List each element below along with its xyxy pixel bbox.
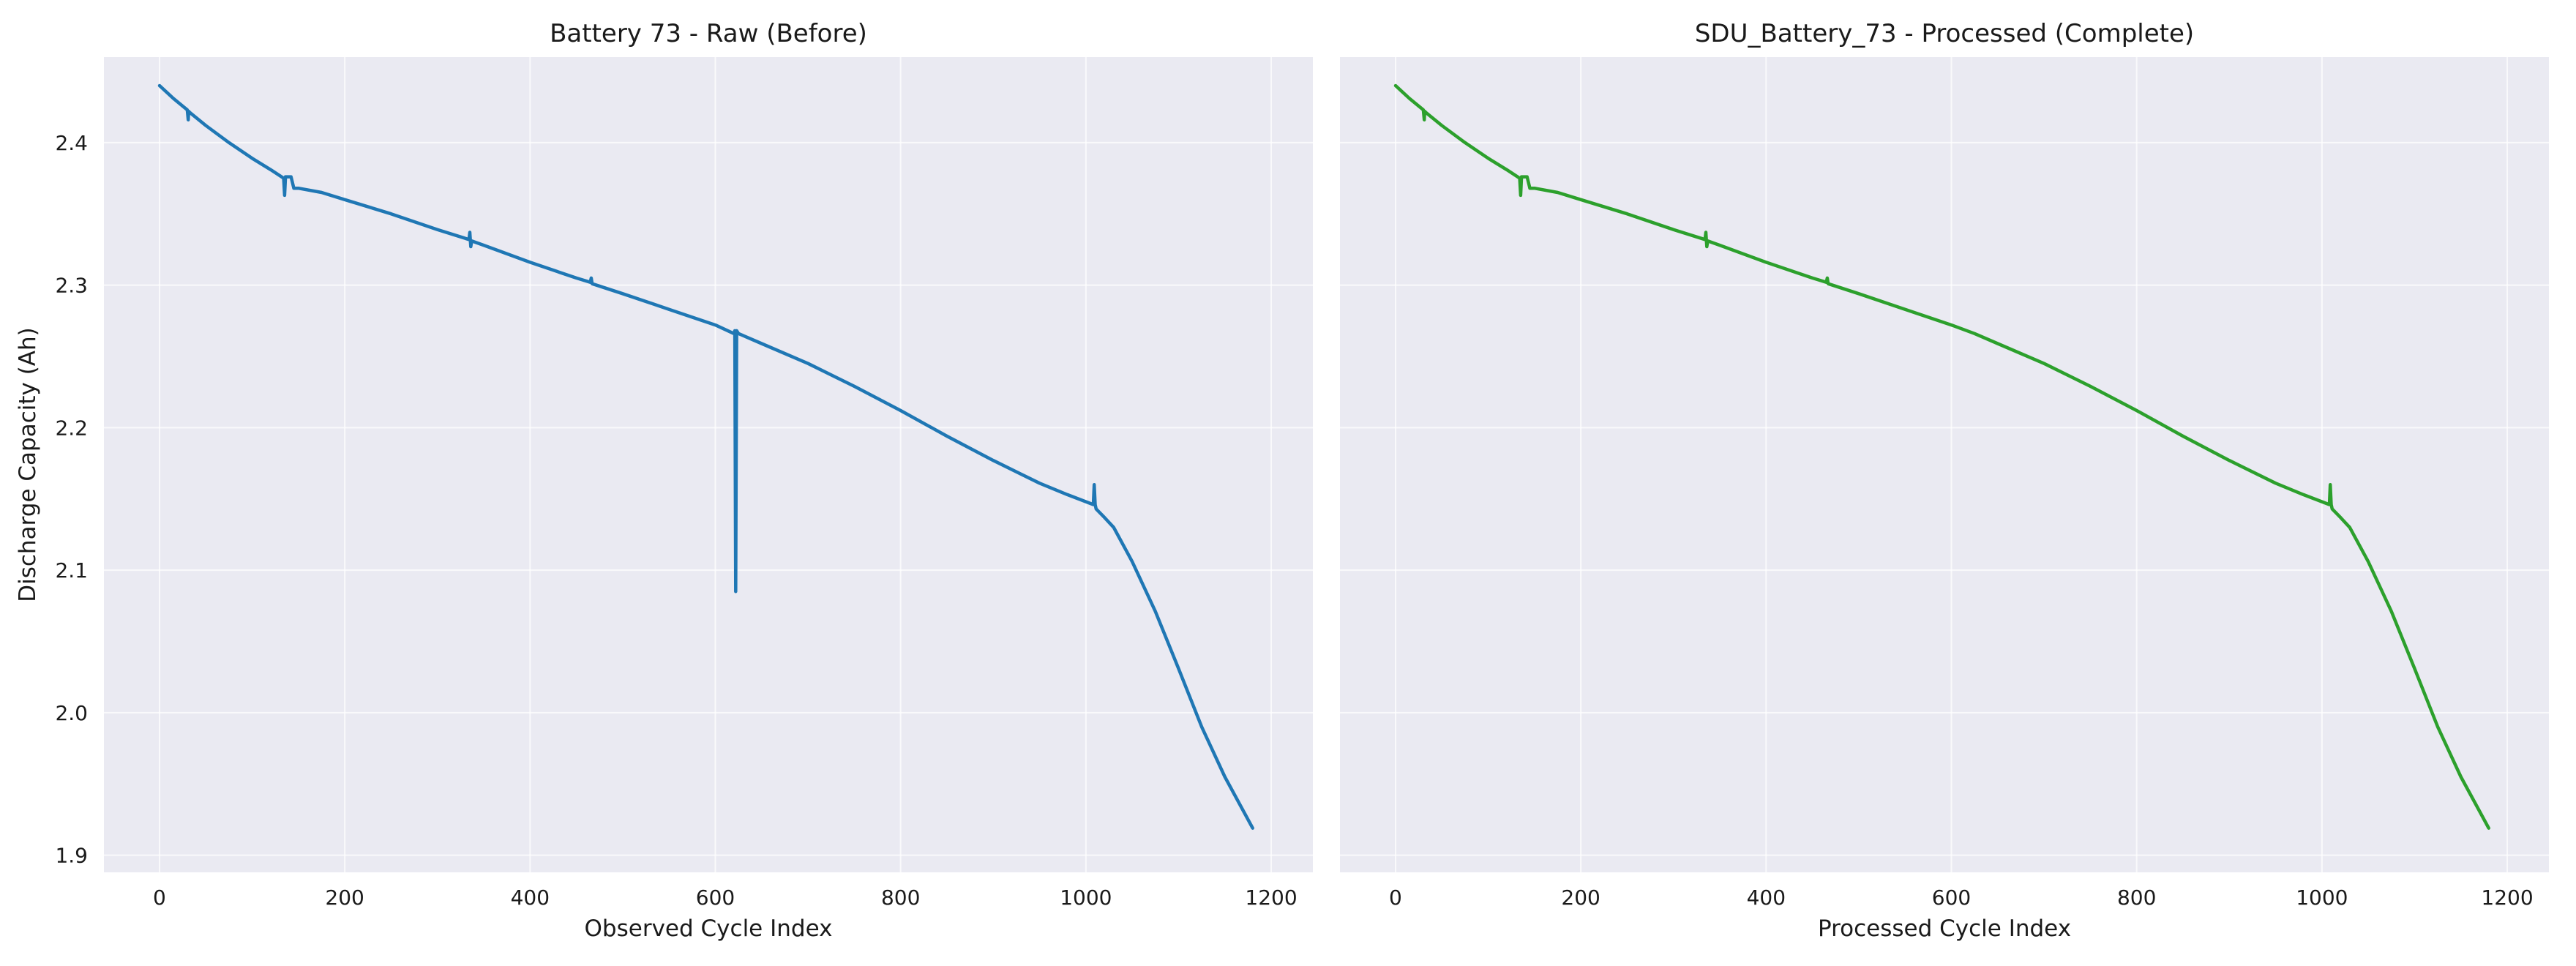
x-tick-label-raw: 400	[511, 886, 550, 910]
x-tick-label-processed: 200	[1561, 886, 1600, 910]
y-tick-label-raw: 2.2	[55, 416, 88, 440]
grid-processed	[1340, 57, 2549, 872]
panel-processed: 0 200 400 600 800 1000 1200 SDU_Battery_73 - P…	[1340, 19, 2549, 942]
y-axis-label-raw: Discharge Capacity (Ah)	[15, 327, 41, 602]
x-tick-label-processed: 800	[2117, 886, 2156, 910]
x-tick-label-raw: 200	[325, 886, 364, 910]
y-tick-label-raw: 2.4	[55, 131, 88, 155]
x-tick-label-raw: 1000	[1060, 886, 1112, 910]
y-tick-label-raw: 2.0	[55, 701, 88, 725]
x-axis-label-processed: Processed Cycle Index	[1818, 916, 2071, 942]
series-line-processed	[1393, 83, 2490, 830]
grid-raw	[104, 57, 1313, 872]
series-line-raw	[157, 83, 1254, 830]
ticks-raw: 0 200 400 600 800 1000 1200 1.9 2.0 2.1 2.2 2.3 2.4	[55, 131, 1297, 910]
panel-raw: 0 200 400 600 800 1000 12001.92.02.12.22.32.4 …	[15, 19, 1313, 942]
series-processed	[1393, 83, 2490, 830]
ticks-processed: 0 200 400 600 800 1000 1200	[1389, 886, 2534, 910]
x-tick-label-raw: 1200	[1245, 886, 1297, 910]
series-raw	[157, 83, 1254, 830]
chart-title-raw: Battery 73 - Raw (Before)	[550, 19, 867, 48]
plot-area-raw	[104, 57, 1313, 872]
x-tick-label-processed: 600	[1932, 886, 1971, 910]
x-tick-label-raw: 0	[153, 886, 166, 910]
x-tick-label-processed: 1000	[2296, 886, 2348, 910]
x-tick-label-raw: 600	[696, 886, 735, 910]
x-tick-label-processed: 0	[1389, 886, 1402, 910]
chart-title-processed: SDU_Battery_73 - Processed (Complete)	[1695, 19, 2194, 48]
y-tick-label-raw: 2.1	[55, 558, 88, 583]
y-tick-label-raw: 2.3	[55, 274, 88, 298]
x-tick-label-raw: 800	[881, 886, 920, 910]
plot-area-processed	[1340, 57, 2549, 872]
x-tick-label-processed: 400	[1747, 886, 1786, 910]
x-tick-label-processed: 1200	[2481, 886, 2533, 910]
x-axis-label-raw: Observed Cycle Index	[585, 916, 833, 942]
y-tick-label-raw: 1.9	[55, 844, 88, 868]
